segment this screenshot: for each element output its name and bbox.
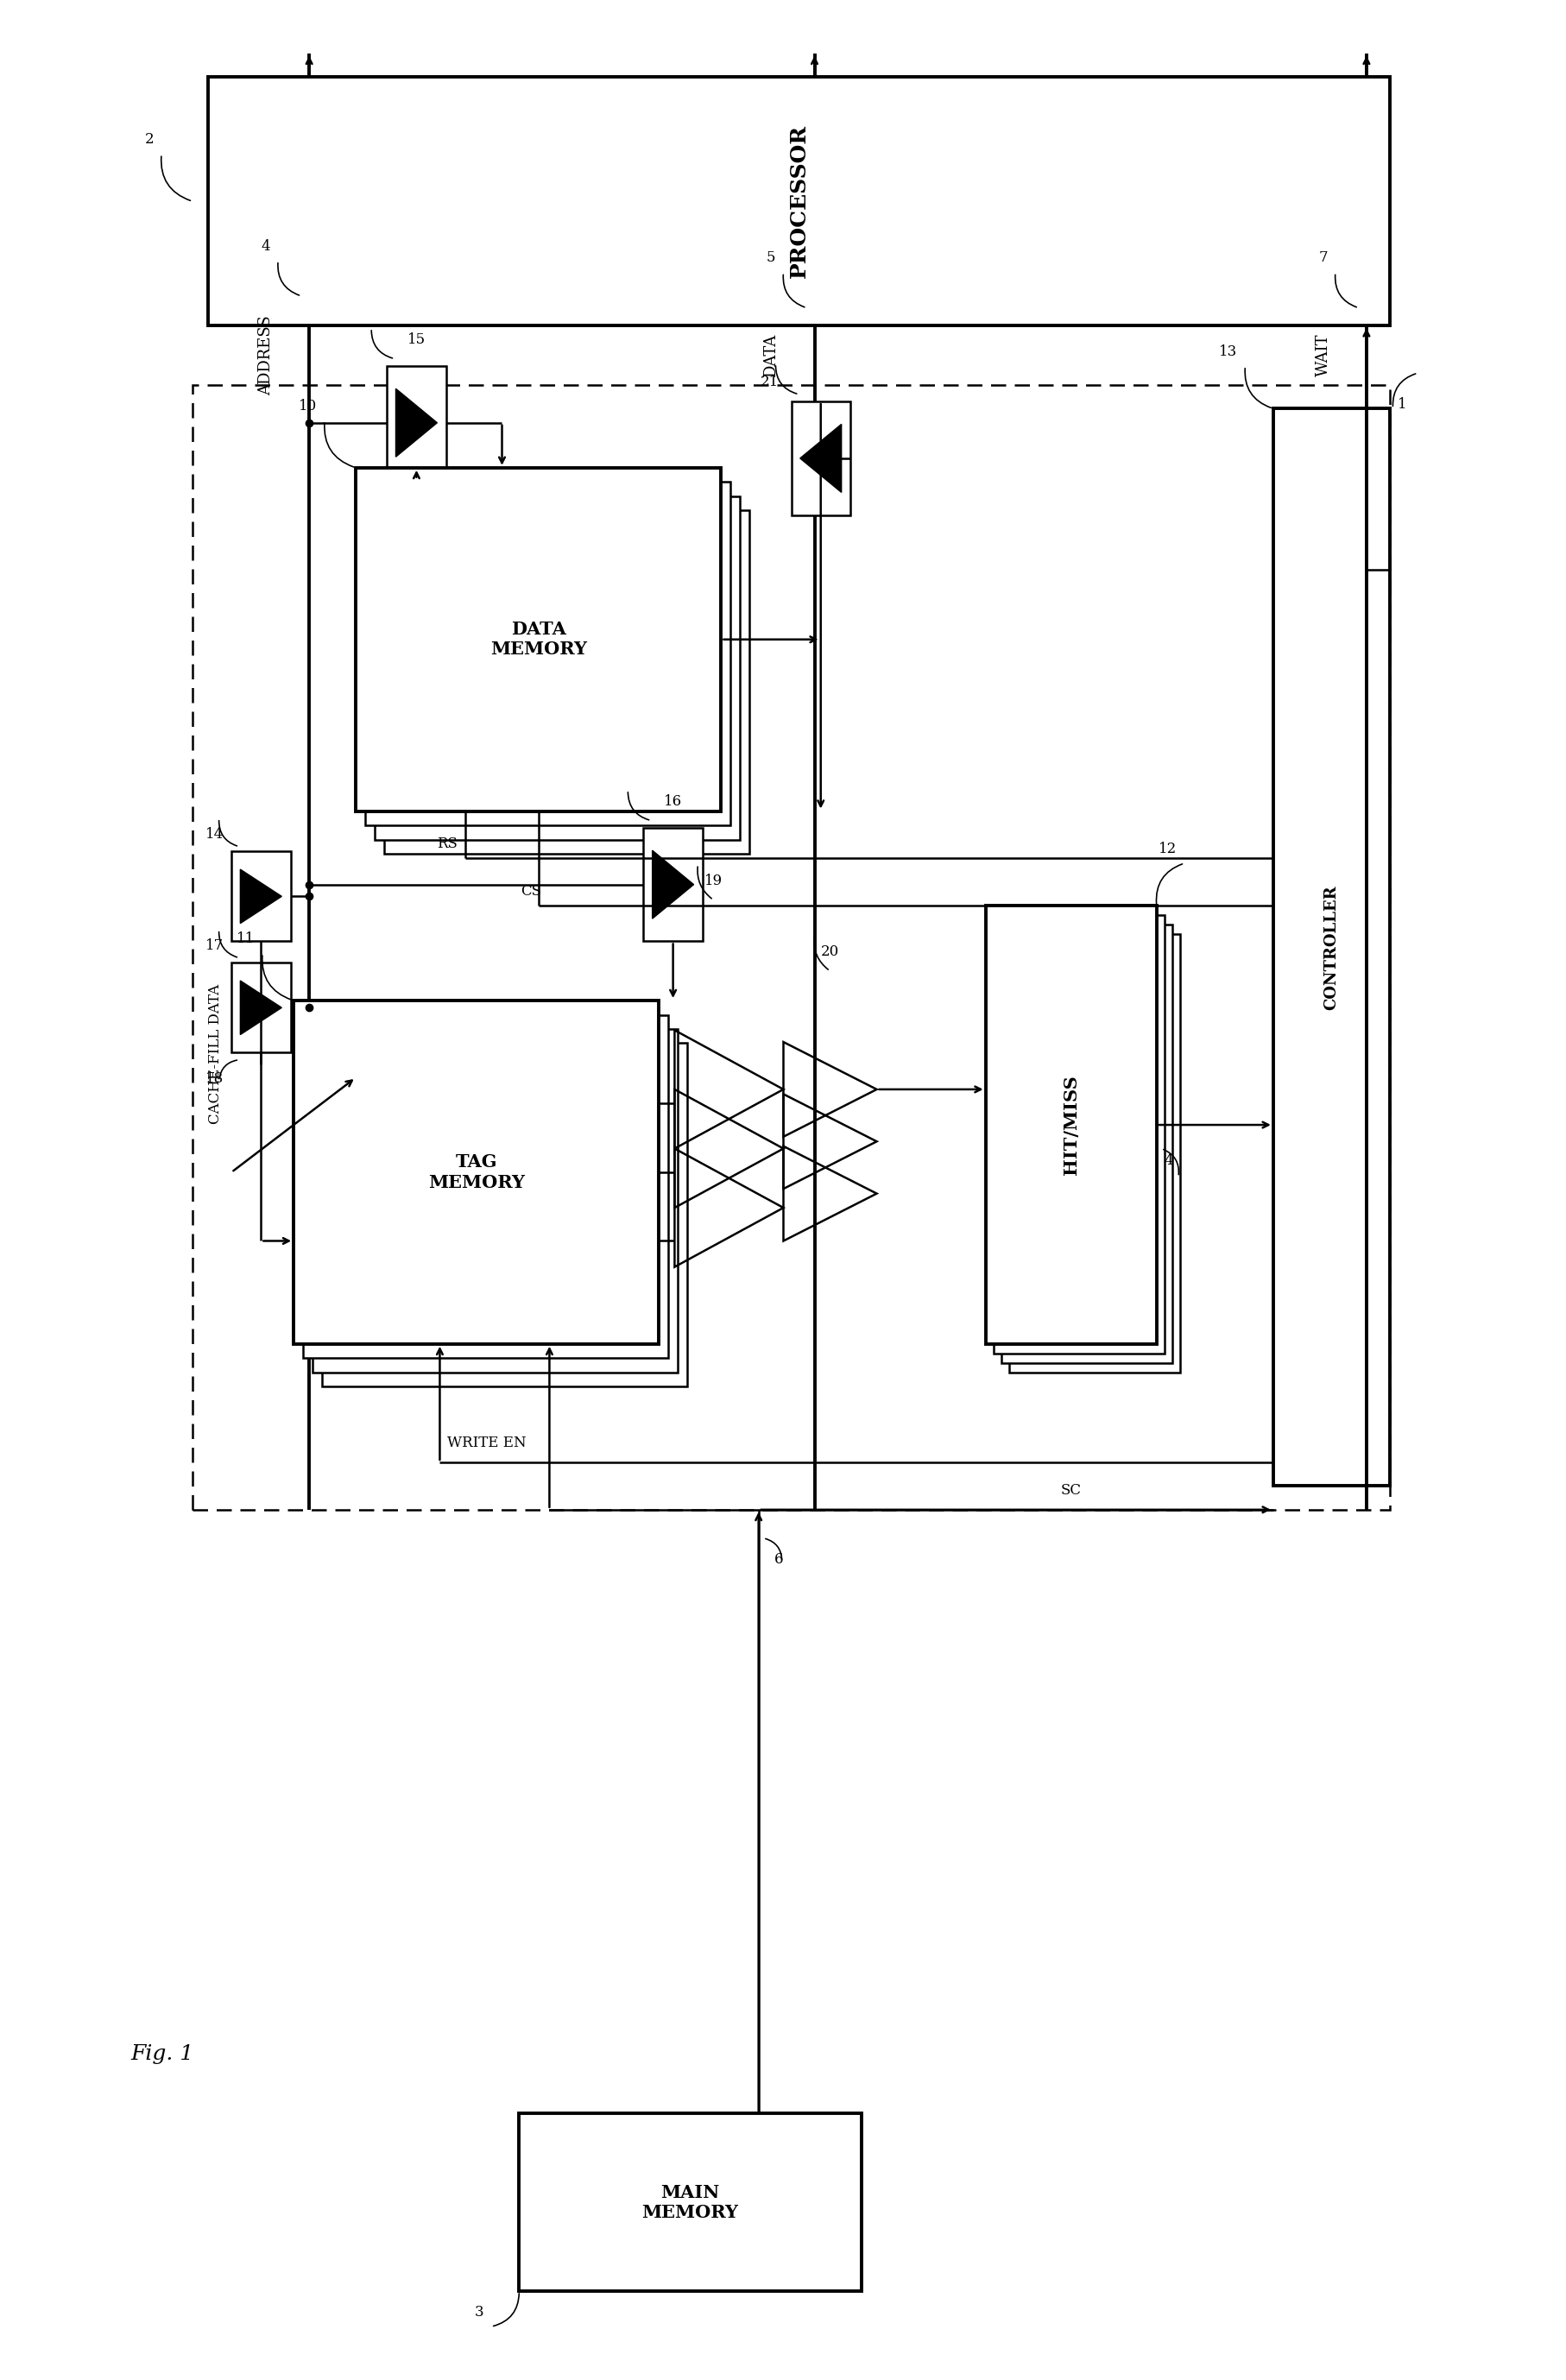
FancyBboxPatch shape [293,1000,659,1345]
Text: 19: 19 [705,873,722,888]
Text: 7: 7 [1317,250,1326,264]
FancyBboxPatch shape [791,402,850,514]
FancyBboxPatch shape [993,916,1164,1354]
FancyBboxPatch shape [387,367,446,481]
FancyBboxPatch shape [355,469,720,812]
Text: ADDRESS: ADDRESS [258,314,274,395]
Text: WRITE EN: WRITE EN [448,1435,526,1449]
Text: 2: 2 [144,133,153,148]
Polygon shape [240,981,282,1035]
Text: WAIT: WAIT [1314,333,1330,376]
FancyBboxPatch shape [208,76,1389,326]
Text: 3: 3 [474,2304,482,2320]
Text: DATA: DATA [763,333,778,376]
FancyBboxPatch shape [365,483,730,826]
Text: CACHE-FILL DATA: CACHE-FILL DATA [208,983,222,1123]
Text: 12: 12 [1157,843,1176,857]
Text: 21: 21 [760,376,778,390]
Text: MAIN
MEMORY: MAIN MEMORY [642,2185,738,2221]
Polygon shape [651,850,694,919]
FancyBboxPatch shape [985,907,1156,1345]
Text: 4: 4 [262,238,271,252]
FancyBboxPatch shape [232,852,290,942]
FancyBboxPatch shape [321,1042,686,1388]
Text: 16: 16 [664,795,681,809]
Polygon shape [800,424,841,493]
Text: 11: 11 [236,931,255,947]
FancyBboxPatch shape [1273,409,1389,1485]
Text: 10: 10 [299,397,316,414]
FancyBboxPatch shape [1001,926,1171,1364]
Text: PROCESSOR: PROCESSOR [788,124,810,278]
Text: CONTROLLER: CONTROLLER [1323,885,1339,1009]
Text: Fig. 1: Fig. 1 [130,2044,194,2063]
FancyBboxPatch shape [374,495,739,840]
Text: HIT/MISS: HIT/MISS [1062,1076,1079,1176]
Text: 17: 17 [205,938,224,954]
Polygon shape [240,869,282,923]
Text: DATA
MEMORY: DATA MEMORY [490,621,587,659]
FancyBboxPatch shape [302,1014,669,1359]
Text: SC: SC [1060,1483,1081,1497]
Text: 14: 14 [205,828,224,843]
Text: 18: 18 [205,1071,224,1085]
FancyBboxPatch shape [518,2113,861,2292]
FancyBboxPatch shape [312,1028,678,1373]
FancyBboxPatch shape [384,509,749,854]
FancyBboxPatch shape [644,828,702,942]
Text: 13: 13 [1218,345,1237,359]
FancyBboxPatch shape [232,962,290,1052]
FancyBboxPatch shape [1009,935,1179,1373]
Text: 1: 1 [1397,397,1406,412]
Text: TAG
MEMORY: TAG MEMORY [428,1154,525,1190]
Text: 4: 4 [1164,1152,1173,1169]
Text: 6: 6 [774,1552,783,1566]
Polygon shape [396,388,437,457]
Text: 5: 5 [766,250,775,264]
FancyBboxPatch shape [193,386,1389,1509]
Text: 20: 20 [821,945,839,959]
Text: CS: CS [520,883,542,900]
Text: RS: RS [437,838,457,852]
Text: 15: 15 [407,333,426,347]
